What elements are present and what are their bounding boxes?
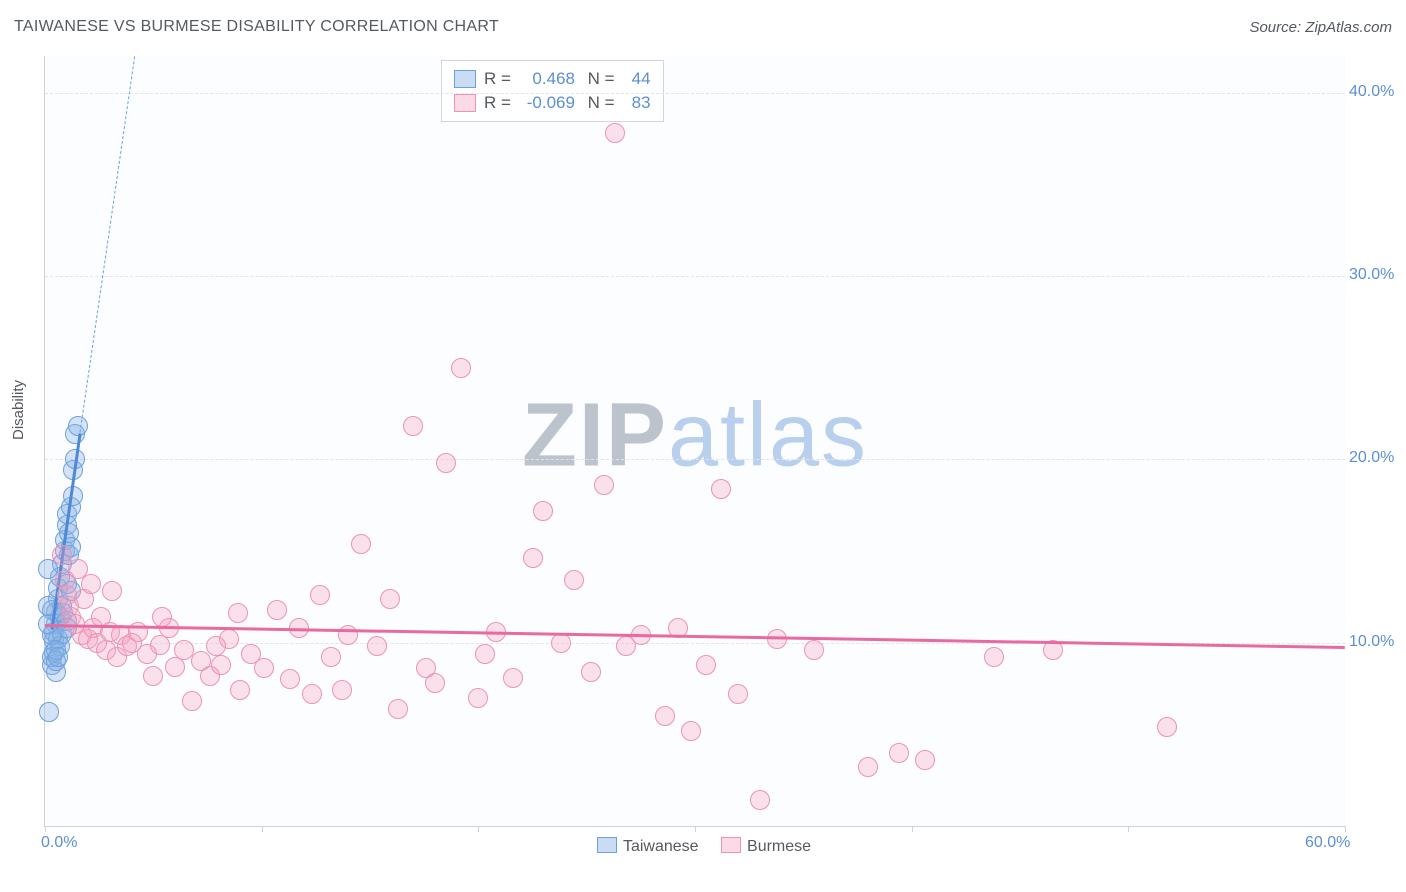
swatch-icon <box>597 837 617 853</box>
legend-row-burmese: R = -0.069 N = 83 <box>454 91 651 115</box>
data-point <box>68 416 88 436</box>
data-point <box>228 603 248 623</box>
data-point <box>655 706 675 726</box>
data-point <box>152 607 172 627</box>
data-point <box>564 570 584 590</box>
swatch-icon <box>454 94 476 112</box>
data-point <box>388 699 408 719</box>
data-point <box>206 636 226 656</box>
data-point <box>321 647 341 667</box>
data-point <box>403 416 423 436</box>
chart-title: TAIWANESE VS BURMESE DISABILITY CORRELAT… <box>14 18 499 36</box>
legend-row-taiwanese: R = 0.468 N = 44 <box>454 67 651 91</box>
data-point <box>39 702 59 722</box>
y-tick-label: 40.0% <box>1349 83 1406 101</box>
series-legend: Taiwanese Burmese <box>45 837 1345 856</box>
chart-source: Source: ZipAtlas.com <box>1249 19 1392 36</box>
watermark: ZIPatlas <box>522 384 868 487</box>
data-point <box>310 585 330 605</box>
x-tick-mark <box>912 826 913 832</box>
watermark-zip: ZIP <box>522 385 668 485</box>
data-point <box>889 743 909 763</box>
data-point <box>503 668 523 688</box>
data-point <box>475 644 495 664</box>
data-point <box>230 680 250 700</box>
data-point <box>254 658 274 678</box>
data-point <box>451 358 471 378</box>
y-tick-label: 10.0% <box>1349 633 1406 651</box>
data-point <box>211 655 231 675</box>
data-point <box>380 589 400 609</box>
y-tick-label: 20.0% <box>1349 449 1406 467</box>
data-point <box>1157 717 1177 737</box>
x-tick-mark <box>45 826 46 832</box>
gridline <box>45 276 1345 277</box>
x-tick-mark <box>262 826 263 832</box>
x-tick-mark <box>695 826 696 832</box>
data-point <box>367 636 387 656</box>
y-axis-label: Disability <box>10 380 27 440</box>
data-point <box>581 662 601 682</box>
x-tick-label: 0.0% <box>41 834 77 852</box>
chart-header: TAIWANESE VS BURMESE DISABILITY CORRELAT… <box>14 18 1392 36</box>
scatter-plot: ZIPatlas R = 0.468 N = 44 R = -0.069 N =… <box>44 56 1345 827</box>
gridline <box>45 93 1345 94</box>
data-point <box>750 790 770 810</box>
data-point <box>533 501 553 521</box>
data-point <box>696 655 716 675</box>
correlation-legend: R = 0.468 N = 44 R = -0.069 N = 83 <box>441 60 664 122</box>
data-point <box>523 548 543 568</box>
data-point <box>681 721 701 741</box>
data-point <box>102 581 122 601</box>
data-point <box>280 669 300 689</box>
data-point <box>711 479 731 499</box>
data-point <box>182 691 202 711</box>
x-tick-mark <box>478 826 479 832</box>
data-point <box>143 666 163 686</box>
data-point <box>48 647 68 667</box>
data-point <box>332 680 352 700</box>
data-point <box>81 574 101 594</box>
x-tick-label: 60.0% <box>1305 834 1350 852</box>
swatch-icon <box>454 70 476 88</box>
data-point <box>804 640 824 660</box>
data-point <box>728 684 748 704</box>
data-point <box>267 600 287 620</box>
data-point <box>915 750 935 770</box>
trend-line <box>45 624 1345 649</box>
data-point <box>984 647 1004 667</box>
data-point <box>858 757 878 777</box>
watermark-atlas: atlas <box>668 385 868 485</box>
x-tick-mark <box>1128 826 1129 832</box>
trend-line-extrapolated <box>79 56 135 432</box>
gridline <box>45 459 1345 460</box>
swatch-icon <box>721 837 741 853</box>
x-tick-mark <box>1345 826 1346 832</box>
data-point <box>425 673 445 693</box>
data-point <box>302 684 322 704</box>
y-tick-label: 30.0% <box>1349 266 1406 284</box>
data-point <box>436 453 456 473</box>
data-point <box>605 123 625 143</box>
data-point <box>351 534 371 554</box>
data-point <box>468 688 488 708</box>
data-point <box>594 475 614 495</box>
